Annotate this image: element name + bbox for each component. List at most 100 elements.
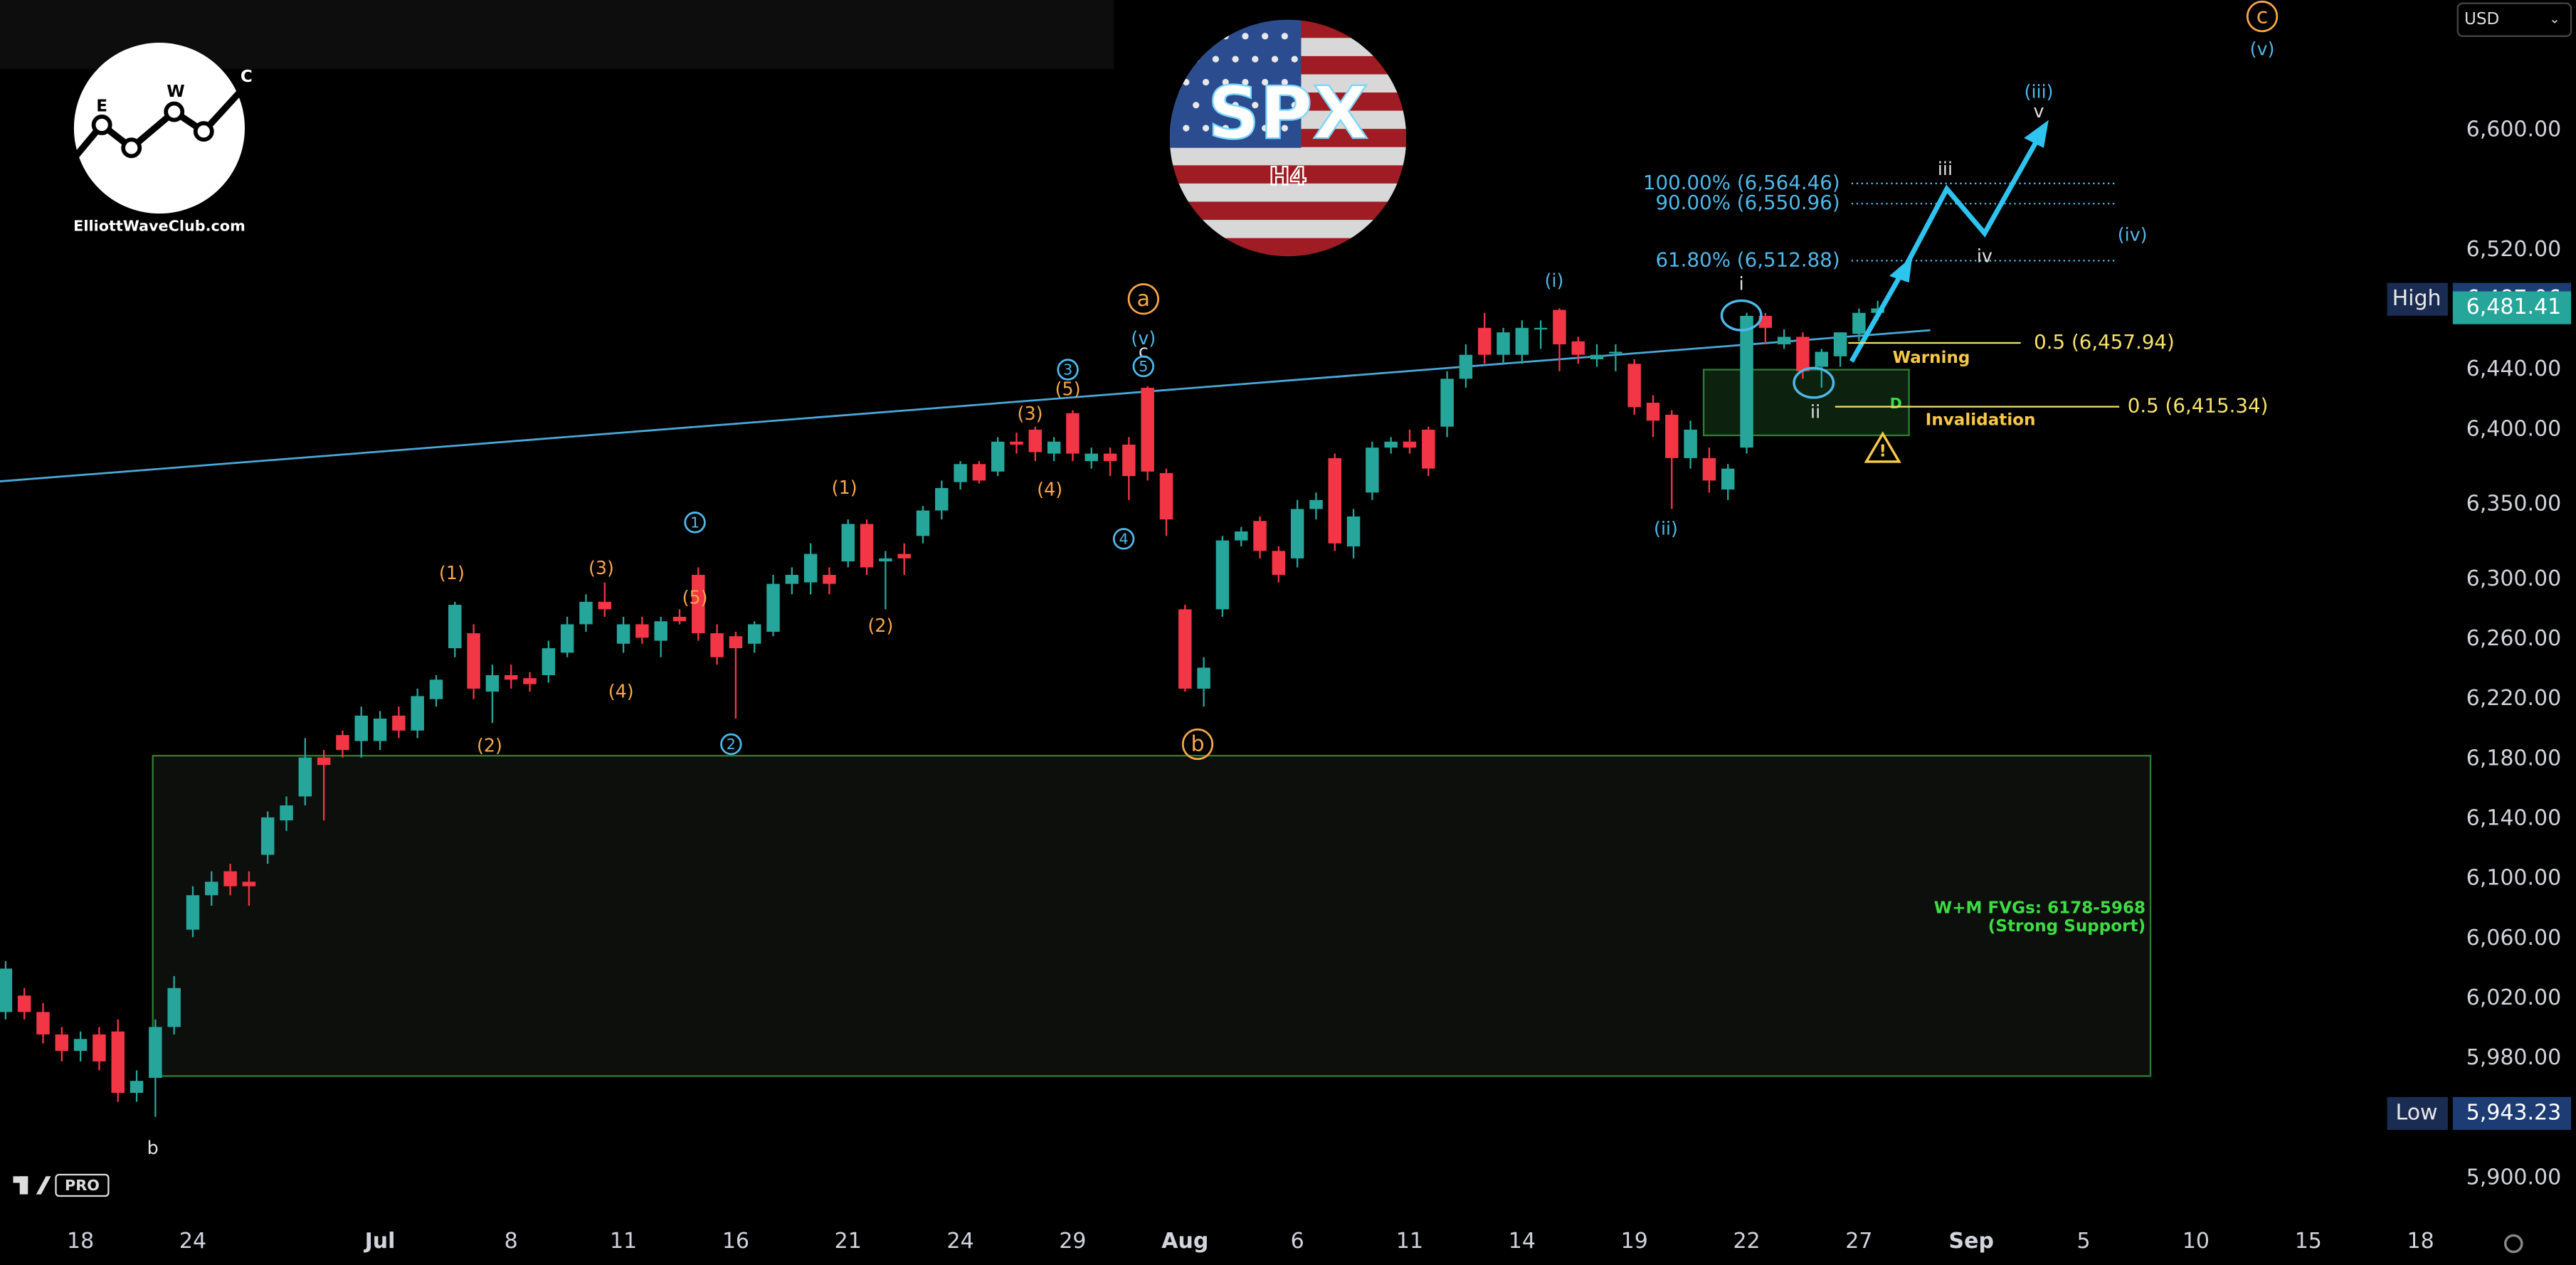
y-tick-label: 5,900.00 (2466, 1165, 2562, 1190)
flag-stripe (1169, 183, 1407, 203)
candle-body (130, 1081, 144, 1094)
candle-body (560, 624, 574, 653)
candle-body (1440, 379, 1454, 427)
candle-body (1478, 327, 1492, 355)
wave-label: iii (1938, 158, 1953, 179)
candle-body (692, 574, 705, 634)
overlay: 5,900.00 5,980.00 6,020.00 6,060.00 6,100.00… (67, 0, 2572, 1254)
flag-star (1291, 102, 1298, 109)
x-tick-label: 18 (67, 1229, 94, 1254)
candles (0, 300, 1884, 1117)
flag-stripe (1169, 165, 1407, 185)
y-tick-label: 6,140.00 (2466, 805, 2562, 830)
candle-body (1459, 354, 1473, 379)
x-tick-label: 24 (947, 1229, 974, 1254)
candle-body (1815, 351, 1829, 367)
invalidation-zone (1702, 369, 1910, 437)
zone-label: Invalidation (1926, 411, 2036, 430)
y-tick-label: 6,600.00 (2466, 117, 2562, 142)
settings-icon[interactable] (2503, 1234, 2523, 1254)
flag-star (1242, 125, 1249, 132)
candle-body (1197, 667, 1210, 689)
candle-body (223, 871, 237, 886)
flag-star (1193, 102, 1200, 109)
wave-label: 2 (727, 736, 736, 753)
candle-body (373, 718, 387, 741)
candle-body (1384, 441, 1398, 448)
flag-star (1222, 78, 1229, 86)
dropdown-caret[interactable]: ⌄ (2549, 12, 2560, 27)
marker-name: High (2392, 286, 2442, 311)
x-tick-label: 19 (1621, 1229, 1648, 1254)
candle-body (860, 524, 874, 568)
candle-body (803, 554, 818, 583)
wave-label: (3) (588, 557, 614, 578)
x-tick-label: 27 (1845, 1229, 1872, 1254)
candle-body (1515, 327, 1529, 355)
candle-body (55, 1034, 69, 1052)
x-tick-label: 11 (1396, 1229, 1423, 1254)
candle-body (1553, 309, 1566, 344)
candle-body (616, 624, 630, 644)
x-tick-label: 11 (610, 1229, 637, 1254)
x-tick-label: 18 (2407, 1229, 2434, 1254)
x-tick-label: 6 (1291, 1229, 1304, 1254)
candle-body (579, 601, 593, 625)
wave-circle (720, 733, 742, 756)
candle-body (766, 583, 780, 632)
candle-body (879, 558, 892, 562)
flag-star (1262, 33, 1269, 40)
flag-star (1222, 125, 1229, 132)
candle-body (1777, 337, 1791, 344)
logo-dot (193, 121, 214, 142)
candle-body (1740, 315, 1753, 448)
candle-body (841, 524, 855, 562)
candle-body (1571, 341, 1585, 355)
candle-body (392, 715, 406, 731)
wave-label: (iv) (2118, 223, 2148, 245)
logo-letter: C (241, 68, 253, 86)
candle-body (298, 757, 312, 797)
candle-body (1346, 516, 1361, 547)
candle-body (654, 621, 667, 641)
wave-label: 4 (1119, 531, 1129, 548)
x-tick-label: 14 (1509, 1229, 1536, 1254)
wave-label: c (2256, 4, 2268, 29)
x-tick-label: 29 (1059, 1229, 1086, 1254)
currency-label[interactable]: USD (2464, 10, 2499, 28)
candle-body (916, 510, 930, 536)
last-price-box (2452, 291, 2572, 324)
candle-body (635, 624, 649, 638)
logo-dot (91, 115, 112, 135)
logo-dot (164, 101, 185, 122)
candle-body (1290, 509, 1304, 559)
candle-body (710, 633, 724, 657)
candle-body (167, 988, 181, 1027)
fvg-label: (Strong Support) (1988, 917, 2145, 936)
y-tick-label: 6,100.00 (2466, 866, 2562, 891)
candle-body (36, 1012, 50, 1034)
logo-dot (121, 137, 142, 159)
tv-badge: PRO (13, 1173, 110, 1197)
candle-body (242, 882, 256, 886)
level-label: 0.5 (6,457.94) (2034, 330, 2175, 354)
flag-star (1281, 125, 1288, 132)
warning-icon (1864, 431, 1901, 463)
candle-body (729, 636, 743, 649)
wave-label: (ii) (1654, 518, 1678, 539)
wave-circle (1132, 355, 1155, 378)
flag-star (1281, 78, 1288, 86)
candle-body (1215, 540, 1230, 610)
fib-label: 61.80% (6,512.88) (1655, 248, 1839, 271)
wave-circle (684, 512, 706, 534)
flag-star (1212, 55, 1220, 63)
y-tick-label: 6,060.00 (2466, 926, 2562, 951)
currency-select[interactable] (2456, 2, 2572, 37)
x-tick-label: 22 (1733, 1229, 1760, 1254)
marker-name: Low (2396, 1100, 2438, 1125)
pivot-ellipse (1720, 299, 1763, 332)
candle-body (1178, 609, 1192, 689)
candle-body (1833, 332, 1847, 356)
flag-star (1242, 78, 1249, 86)
